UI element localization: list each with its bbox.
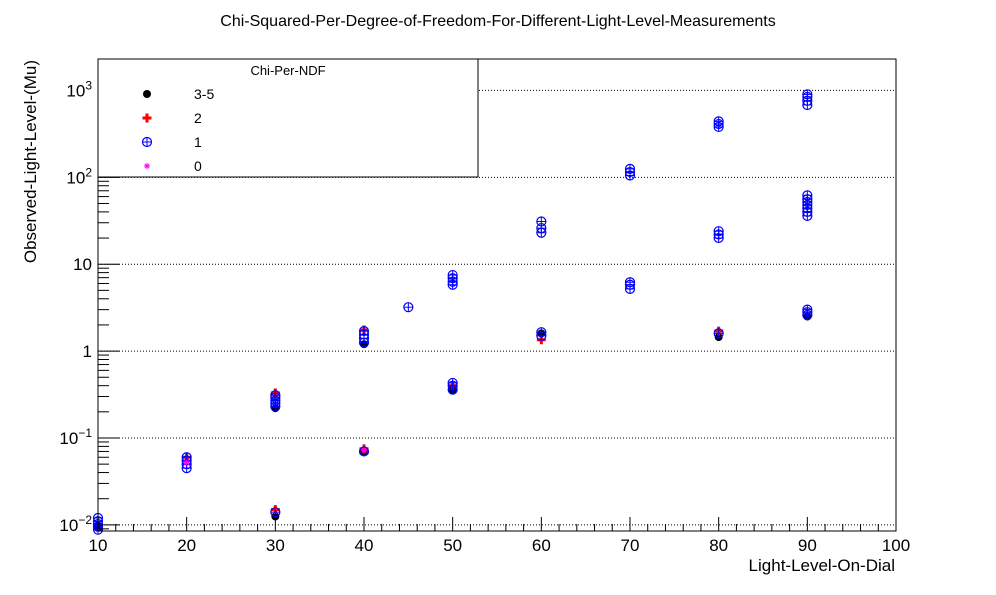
x-tick-label-5: 60	[532, 536, 551, 555]
y-tick-label-5: 103	[66, 78, 92, 100]
legend-marker-0	[143, 90, 151, 98]
x-axis: 10 20 30 40 50 60 70 80 90 100	[89, 517, 910, 555]
data-point-1-59	[802, 89, 813, 100]
x-tick-label-4: 50	[443, 536, 462, 555]
legend-label-0: 3-5	[194, 86, 214, 102]
data-point-1-39	[713, 328, 724, 339]
x-axis-label: Light-Level-On-Dial	[749, 556, 895, 575]
x-tick-label-1: 20	[177, 536, 196, 555]
y-tick-label-4: 102	[66, 165, 92, 187]
data-points	[92, 89, 813, 535]
y-tick-label-2: 1	[83, 342, 92, 361]
data-point-1-9	[270, 507, 281, 518]
data-point-1-42	[713, 226, 724, 237]
x-tick-label-7: 80	[709, 536, 728, 555]
data-point-1-19	[358, 325, 370, 337]
legend-marker-3	[144, 163, 150, 169]
x-tick-label-9: 100	[882, 536, 910, 555]
x-tick-label-6: 70	[621, 536, 640, 555]
data-point-1-55	[802, 190, 813, 201]
y-tick-label-1: 10−1	[59, 426, 92, 448]
legend-title: Chi-Per-NDF	[250, 63, 325, 78]
data-point-1-27	[447, 269, 458, 281]
data-point-0-1	[361, 447, 367, 454]
legend-marker-1	[142, 113, 152, 123]
legend-label-2: 1	[194, 134, 202, 150]
legend-box	[97, 58, 479, 178]
data-point-1-45	[713, 116, 724, 127]
x-tick-label-3: 40	[355, 536, 374, 555]
data-point-1-38	[624, 163, 636, 174]
x-tick-label-2: 30	[266, 536, 285, 555]
legend-label-3: 0	[194, 158, 202, 174]
legend-label-1: 2	[194, 110, 202, 126]
chart-title: Chi-Squared-Per-Degree-of-Freedom-For-Di…	[220, 13, 775, 30]
data-point-1-29	[536, 327, 547, 338]
data-point-1-35	[624, 277, 636, 288]
data-point-0-0	[183, 459, 190, 466]
y-axis: 10−2 10−1 1 10 102 103	[59, 63, 120, 535]
plot-frame	[97, 58, 897, 532]
y-tick-label-0: 10−2	[59, 513, 92, 535]
data-point-1-48	[802, 304, 813, 315]
legend-entries: 3-5 2 1 0	[141, 86, 214, 174]
x-tick-label-8: 90	[798, 536, 817, 555]
data-point-1-23	[447, 377, 458, 389]
legend-marker-2	[141, 136, 153, 148]
data-point-1-14	[270, 390, 281, 401]
data-point-1-32	[536, 216, 547, 227]
y-axis-label: Observed-Light-Level-(Mu)	[21, 60, 40, 263]
legend: Chi-Per-NDF 3-5 2 1 0	[97, 58, 479, 178]
x-tick-label-0: 10	[89, 536, 108, 555]
y-tick-label-3: 10	[73, 255, 92, 274]
data-point-1-20	[403, 302, 414, 313]
